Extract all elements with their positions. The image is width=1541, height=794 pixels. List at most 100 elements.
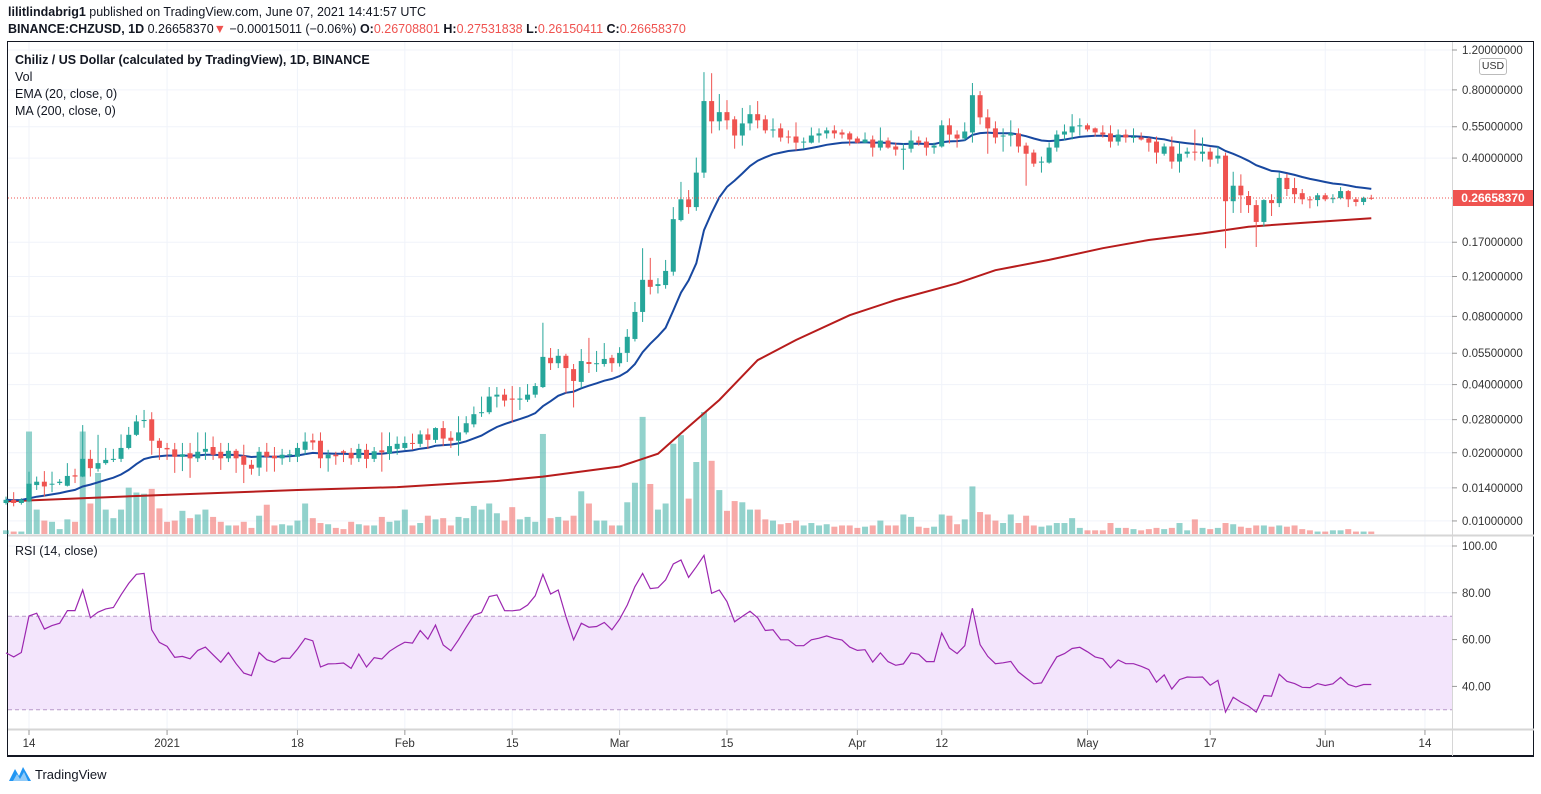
price-tick-label: 0.55000000 bbox=[1462, 122, 1523, 134]
time-tick-label: Mar bbox=[610, 738, 630, 750]
volume-bar bbox=[808, 523, 815, 534]
candle-body bbox=[1123, 134, 1129, 138]
candle-body bbox=[1276, 177, 1282, 204]
volume-bar bbox=[470, 505, 477, 534]
volume-bar bbox=[56, 529, 63, 534]
rsi-path bbox=[5, 553, 1372, 714]
rsi-tick-label: 100.00 bbox=[1462, 541, 1497, 553]
volume-bar bbox=[746, 509, 753, 534]
volume-bar bbox=[624, 502, 631, 534]
volume-bar bbox=[279, 524, 286, 534]
price-tick-label: 0.12000000 bbox=[1462, 272, 1523, 284]
candle-body bbox=[816, 133, 822, 136]
volume-bar bbox=[1253, 525, 1260, 534]
volume-bar bbox=[977, 512, 984, 534]
candle-body bbox=[724, 112, 730, 121]
volume-bar bbox=[1230, 524, 1237, 534]
time-tick-label: 2021 bbox=[154, 738, 180, 750]
candle-body bbox=[1253, 205, 1259, 222]
candle-body bbox=[287, 454, 293, 456]
price-tick-label: 0.01400000 bbox=[1462, 483, 1523, 495]
chart-canvas[interactable]: 1.20000000 0.80000000 0.55000000 0.40000000… bbox=[0, 0, 1541, 760]
legend-title: Chiliz / US Dollar (calculated by Tradin… bbox=[15, 53, 370, 67]
candle-body bbox=[1207, 151, 1213, 160]
volume-bar bbox=[95, 473, 102, 534]
volume-bar bbox=[578, 491, 585, 534]
volume-bar bbox=[118, 509, 125, 534]
footer-brand[interactable]: TradingView bbox=[8, 766, 107, 782]
volume-bar bbox=[915, 526, 922, 534]
volume-bar bbox=[3, 530, 9, 534]
candles bbox=[3, 72, 1374, 507]
candle-body bbox=[824, 130, 830, 134]
candle-body bbox=[202, 448, 208, 452]
candle-body bbox=[517, 398, 523, 400]
volume-bar bbox=[1368, 531, 1375, 534]
candle-body bbox=[655, 284, 661, 286]
footer-brand-text: TradingView bbox=[35, 766, 107, 782]
volume-bar bbox=[892, 525, 899, 534]
candle-body bbox=[57, 481, 63, 484]
candle-body bbox=[578, 361, 584, 382]
volume-bar bbox=[708, 460, 715, 534]
rsi-tick-label: 60.00 bbox=[1462, 635, 1491, 647]
publisher-name: lilitlindabrig1 bbox=[8, 5, 86, 19]
volume-bar bbox=[685, 498, 692, 534]
chart-frame[interactable] bbox=[7, 41, 1534, 757]
ema20-line bbox=[5, 131, 1372, 502]
candle-body bbox=[1330, 198, 1336, 200]
candle-body bbox=[1115, 134, 1121, 142]
volume-bar bbox=[1237, 526, 1244, 534]
volume-bar bbox=[1030, 525, 1037, 534]
time-tick-label: May bbox=[1077, 738, 1099, 750]
volume-bar bbox=[1115, 527, 1122, 534]
volume-bar bbox=[1069, 518, 1076, 534]
candle-body bbox=[885, 140, 891, 148]
volume-bar bbox=[79, 431, 86, 534]
candle-body bbox=[1299, 193, 1305, 200]
volume-bar bbox=[1306, 530, 1313, 534]
volume-bar bbox=[677, 435, 684, 534]
candle-body bbox=[969, 95, 975, 133]
candle-body bbox=[762, 119, 768, 131]
volume-bar bbox=[133, 492, 140, 534]
currency-badge[interactable]: USD bbox=[1479, 58, 1507, 75]
candle-body bbox=[110, 458, 116, 460]
volume-bar bbox=[869, 525, 876, 534]
volume-bar bbox=[509, 507, 516, 534]
volume-bar bbox=[233, 525, 240, 534]
candle-body bbox=[985, 117, 991, 129]
legend-vol[interactable]: Vol bbox=[15, 70, 33, 84]
volume-bar bbox=[64, 519, 71, 534]
volume-bar bbox=[823, 524, 830, 534]
volume-bar bbox=[754, 509, 761, 534]
volume-bar bbox=[1130, 529, 1137, 534]
low-value: 0.26150411 bbox=[537, 22, 604, 36]
volume-bar bbox=[41, 520, 48, 534]
low-label: L: bbox=[526, 22, 538, 36]
volume-bar bbox=[954, 524, 961, 534]
volume-bar bbox=[1053, 523, 1060, 534]
volume-bar bbox=[900, 514, 907, 534]
volume-bar bbox=[87, 503, 94, 534]
candle-body bbox=[371, 451, 377, 459]
legend-ma[interactable]: MA (200, close, 0) bbox=[15, 104, 116, 118]
candle-body bbox=[931, 145, 937, 148]
volume-bar bbox=[309, 518, 316, 534]
legend-rsi[interactable]: RSI (14, close) bbox=[15, 544, 98, 558]
volume-bar bbox=[700, 412, 707, 534]
price-change: −0.00015011 (−0.06%) bbox=[229, 22, 357, 36]
volume-bar bbox=[194, 514, 201, 534]
volume-bar bbox=[1176, 523, 1183, 534]
volume-bar bbox=[1092, 530, 1099, 534]
candle-body bbox=[26, 483, 32, 502]
candle-body bbox=[1223, 155, 1229, 202]
volume-bar bbox=[240, 521, 247, 534]
volume-bar bbox=[317, 523, 324, 534]
close-value: 0.26658370 bbox=[619, 22, 686, 36]
legend-ema[interactable]: EMA (20, close, 0) bbox=[15, 87, 118, 101]
volume-bar bbox=[816, 525, 823, 534]
candle-body bbox=[1338, 191, 1344, 199]
volume-bar bbox=[1199, 527, 1206, 534]
candle-body bbox=[1046, 147, 1052, 163]
